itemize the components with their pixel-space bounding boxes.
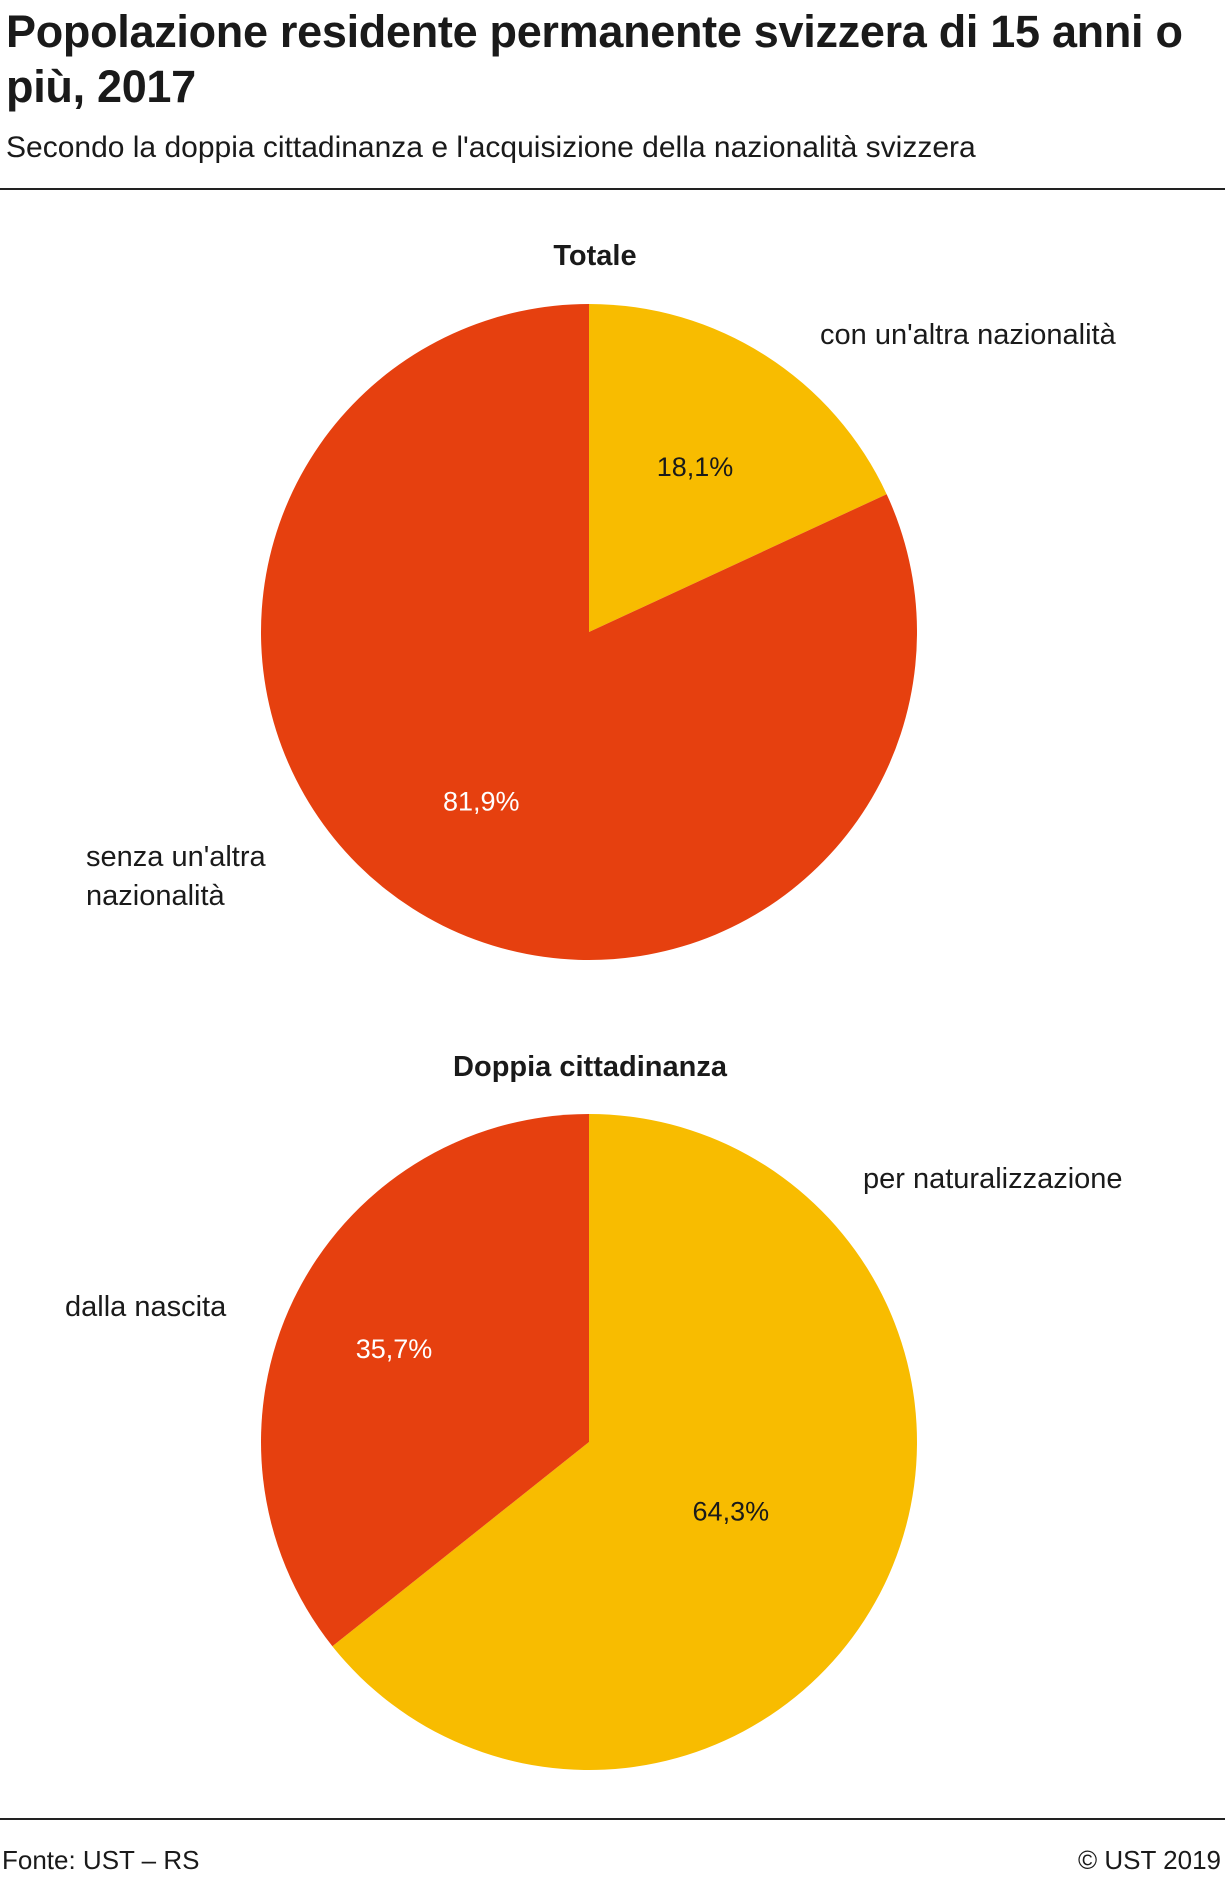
chart-title: Popolazione residente permanente svizzer… <box>6 6 1183 112</box>
chart-subtitle: Secondo la doppia cittadinanza e l'acqui… <box>6 131 976 164</box>
pie-chart-totale: Totale con un'altra nazionalità senza un… <box>86 240 1117 960</box>
source-note: Fonte: UST – RS <box>2 1845 200 1875</box>
slice-label-senza-line-2: nazionalità <box>86 880 226 912</box>
slice-con-altra-nazionalita <box>589 304 887 632</box>
slice-label-senza-altra-nazionalita: senza un'altra nazionalità <box>86 841 274 912</box>
pie-title-totale: Totale <box>553 240 636 272</box>
copyright-note: © UST 2019 <box>1078 1845 1221 1875</box>
pie-title-doppia-cittadinanza: Doppia cittadinanza <box>453 1051 728 1083</box>
slice-per-naturalizzazione <box>332 1114 917 1771</box>
slice-senza-altra-nazionalita <box>260 304 917 960</box>
bottom-divider <box>0 1818 1225 1820</box>
pct-label-totale-0: 18,1% <box>657 452 734 482</box>
slice-label-con-altra-nazionalita: con un'altra nazionalità <box>820 319 1117 351</box>
pct-label-totale-1: 81,9% <box>443 787 520 817</box>
pie-slices-doppia-cittadinanza <box>260 1114 917 1771</box>
pct-label-doppia-0: 64,3% <box>693 1496 770 1526</box>
pie-slices-totale <box>260 304 917 960</box>
slice-dalla-nascita <box>260 1114 589 1647</box>
top-divider <box>0 188 1225 190</box>
slice-label-senza-line-1: senza un'altra <box>86 841 267 873</box>
slice-label-per-naturalizzazione: per naturalizzazione <box>863 1163 1123 1195</box>
pie-chart-doppia-cittadinanza: Doppia cittadinanza per naturalizzazione… <box>65 1051 1123 1771</box>
pct-label-doppia-1: 35,7% <box>356 1334 433 1364</box>
slice-label-dalla-nascita: dalla nascita <box>65 1291 227 1323</box>
